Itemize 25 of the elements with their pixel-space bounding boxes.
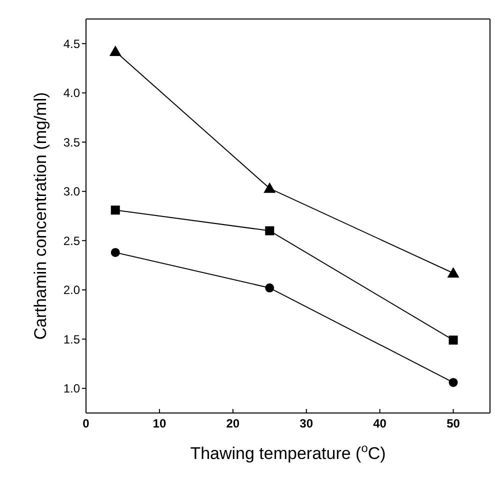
y-tick-label: 1.5 [63, 332, 80, 346]
y-tick-label: 2.0 [63, 283, 80, 298]
x-tick-label: 20 [226, 416, 240, 431]
y-tick-label: 4.0 [63, 86, 80, 100]
y-tick-label: 4.5 [63, 36, 80, 51]
y-axis-title: Carthamin concentration (mg/ml) [31, 92, 50, 340]
point [110, 206, 120, 215]
point [265, 283, 274, 292]
point [264, 182, 276, 193]
point [265, 226, 274, 236]
x-tick-label: 50 [446, 416, 460, 431]
y-tick-label: 3.5 [63, 135, 80, 150]
point [448, 336, 458, 345]
point [109, 46, 122, 56]
x-tick-label: 40 [373, 416, 387, 431]
y-tick-label: 3.0 [63, 184, 80, 199]
point [110, 248, 120, 257]
x-tick-label: 30 [300, 416, 314, 431]
x-tick-label: 10 [152, 416, 166, 431]
y-tick-label: 2.5 [63, 234, 80, 248]
point [448, 378, 458, 387]
x-tick-label: 0 [82, 416, 90, 431]
x-axis-title: Thawing temperature ($^{o}$C) [190, 441, 386, 463]
point [447, 267, 460, 278]
y-tick-label: 1.0 [63, 382, 80, 396]
